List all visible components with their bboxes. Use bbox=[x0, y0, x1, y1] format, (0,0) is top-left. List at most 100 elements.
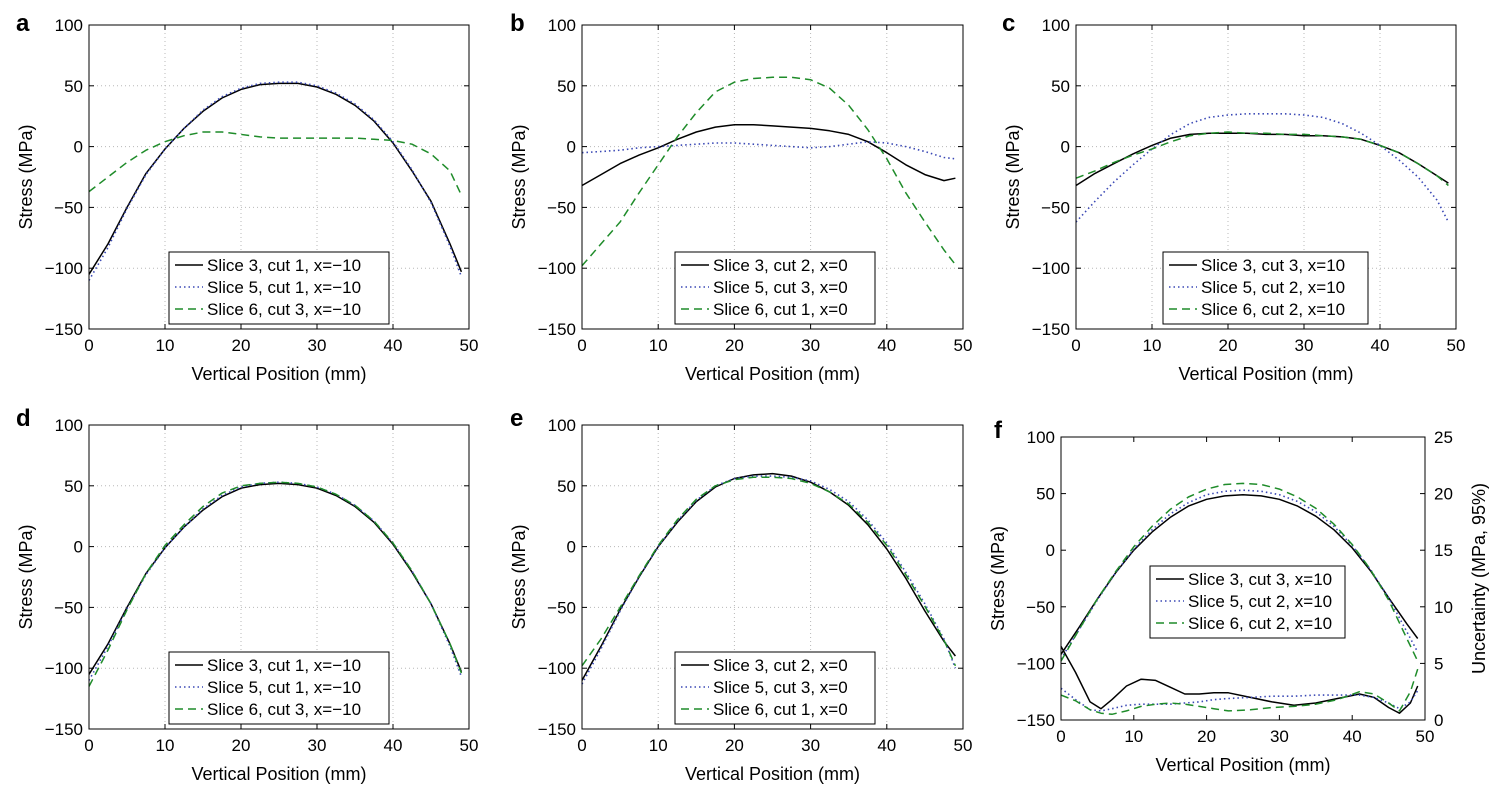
gridlines bbox=[1076, 25, 1456, 329]
legend-label: Slice 5, cut 2, x=10 bbox=[1201, 278, 1345, 297]
x-tick-label: 10 bbox=[156, 736, 175, 755]
legend: Slice 3, cut 3, x=10 Slice 5, cut 2, x=10… bbox=[1149, 565, 1346, 639]
legend: Slice 3, cut 3, x=10 Slice 5, cut 2, x=10… bbox=[1162, 251, 1369, 325]
x-tick-label: 20 bbox=[725, 736, 744, 755]
y-axis-label: Stress (MPa) bbox=[1003, 124, 1023, 229]
x-tick-label: 30 bbox=[1270, 727, 1289, 746]
legend-label: Slice 6, cut 1, x=0 bbox=[713, 300, 848, 319]
gridlines bbox=[89, 25, 469, 329]
y-axis-label: Stress (MPa) bbox=[16, 124, 36, 229]
series-line-c-3 bbox=[1075, 131, 1449, 187]
chart-panel-d: 0 10 20 30 40 50 −150 −100 −50 0 50 100 Vertical Pos… bbox=[16, 405, 478, 784]
y-tick-label: −150 bbox=[538, 720, 576, 739]
legend-box bbox=[674, 651, 876, 725]
x-tick-label: 10 bbox=[156, 336, 175, 355]
x-tick-label: 10 bbox=[1124, 727, 1143, 746]
chart-panel-a: 0 10 20 30 40 50 −150 −100 −50 0 50 100 Vertical Pos… bbox=[16, 10, 478, 384]
y-right-tick-label: 5 bbox=[1434, 654, 1443, 673]
legend: Slice 3, cut 2, x=0 Slice 5, cut 3, x=0 Sl… bbox=[674, 251, 876, 325]
x-axis-label: Vertical Position (mm) bbox=[685, 364, 860, 384]
y-tick-label: −50 bbox=[1026, 598, 1055, 617]
x-axis-label: Vertical Position (mm) bbox=[1155, 755, 1330, 775]
gridlines bbox=[89, 425, 469, 729]
series-line-b-1 bbox=[581, 123, 956, 187]
legend-label: Slice 6, cut 2, x=10 bbox=[1201, 300, 1345, 319]
axes-frame bbox=[88, 424, 470, 730]
gridlines bbox=[582, 25, 963, 329]
y-right-tick-label: 20 bbox=[1434, 485, 1453, 504]
y-right-tick-label: 15 bbox=[1434, 541, 1453, 560]
y-tick-label: −150 bbox=[45, 720, 83, 739]
x-tick-label: 10 bbox=[1143, 336, 1162, 355]
x-tick-label: 30 bbox=[308, 336, 327, 355]
x-tick-label: 50 bbox=[1447, 336, 1466, 355]
legend-label: Slice 3, cut 3, x=10 bbox=[1188, 570, 1332, 589]
x-tick-label: 0 bbox=[577, 336, 586, 355]
legend: Slice 3, cut 1, x=−10 Slice 5, cut 1, x=−… bbox=[168, 251, 390, 325]
y-axis-label: Stress (MPa) bbox=[509, 124, 529, 229]
y-axis-label: Stress (MPa) bbox=[509, 524, 529, 629]
legend: Slice 3, cut 1, x=−10 Slice 5, cut 1, x=−… bbox=[168, 651, 390, 725]
x-tick-label: 50 bbox=[954, 336, 973, 355]
x-tick-label: 30 bbox=[1295, 336, 1314, 355]
chart-panel-f: 0 10 20 30 40 50−150−100−500501000510152025Ve… bbox=[988, 417, 1489, 775]
x-tick-label: 40 bbox=[384, 736, 403, 755]
y-tick-label: 0 bbox=[1061, 138, 1070, 157]
panel-letter: a bbox=[16, 10, 30, 37]
x-axis-label: Vertical Position (mm) bbox=[191, 364, 366, 384]
y-right-tick-label: 0 bbox=[1434, 711, 1443, 730]
y-tick-label: 0 bbox=[567, 138, 576, 157]
x-tick-label: 40 bbox=[877, 736, 896, 755]
x-tick-label: 30 bbox=[308, 736, 327, 755]
panel-letter: b bbox=[510, 10, 525, 37]
y-tick-label: −100 bbox=[538, 259, 576, 278]
x-tick-label: 0 bbox=[577, 736, 586, 755]
axes-frame bbox=[581, 424, 964, 730]
chart-panel-e: 0 10 20 30 40 50 −150 −100 −50 0 50 100 Vertical Pos… bbox=[509, 405, 972, 784]
legend-label: Slice 6, cut 1, x=0 bbox=[713, 700, 848, 719]
y-tick-label: 50 bbox=[1051, 77, 1070, 96]
legend-label: Slice 5, cut 3, x=0 bbox=[713, 278, 848, 297]
y-tick-label: 100 bbox=[1042, 16, 1070, 35]
y-tick-label: −50 bbox=[547, 198, 576, 217]
axes-frame bbox=[1075, 24, 1457, 330]
x-tick-label: 20 bbox=[1197, 727, 1216, 746]
y-tick-label: −50 bbox=[547, 598, 576, 617]
y-tick-label: 50 bbox=[64, 77, 83, 96]
legend-box bbox=[1162, 251, 1369, 325]
y-tick-label: 100 bbox=[548, 16, 576, 35]
y-tick-label: −100 bbox=[1017, 654, 1055, 673]
y-tick-label: −150 bbox=[1017, 711, 1055, 730]
legend-label: Slice 3, cut 1, x=−10 bbox=[207, 656, 361, 675]
y-right-tick-label: 10 bbox=[1434, 598, 1453, 617]
y-axis-label: Stress (MPa) bbox=[988, 526, 1008, 631]
x-tick-label: 40 bbox=[384, 336, 403, 355]
x-tick-label: 20 bbox=[232, 736, 251, 755]
legend-label: Slice 5, cut 3, x=0 bbox=[713, 678, 848, 697]
y-tick-label: 100 bbox=[55, 416, 83, 435]
y-tick-label: −50 bbox=[1041, 198, 1070, 217]
x-tick-label: 50 bbox=[1416, 727, 1435, 746]
legend-label: Slice 3, cut 3, x=10 bbox=[1201, 256, 1345, 275]
axes-frame bbox=[581, 24, 964, 330]
series-line-c-2 bbox=[1075, 113, 1450, 223]
y-axis-right-label: Uncertainty (MPa, 95%) bbox=[1469, 483, 1489, 674]
x-tick-label: 0 bbox=[84, 736, 93, 755]
y-tick-label: 100 bbox=[1027, 428, 1055, 447]
x-tick-label: 20 bbox=[1219, 336, 1238, 355]
x-tick-label: 50 bbox=[954, 736, 973, 755]
panel-letter: e bbox=[510, 405, 523, 432]
legend-label: Slice 6, cut 3, x=−10 bbox=[207, 300, 361, 319]
series-line-b-2 bbox=[581, 140, 956, 160]
chart-panel-b: 0 10 20 30 40 50 −150 −100 −50 0 50 100 Vertical Pos… bbox=[509, 10, 972, 384]
y-axis-label: Stress (MPa) bbox=[16, 524, 36, 629]
x-tick-label: 0 bbox=[84, 336, 93, 355]
axes-frame bbox=[1060, 436, 1426, 721]
y-tick-label: 50 bbox=[64, 477, 83, 496]
y-tick-label: 100 bbox=[55, 16, 83, 35]
x-tick-label: 20 bbox=[725, 336, 744, 355]
y-tick-label: 0 bbox=[74, 538, 83, 557]
series-line-f-1 bbox=[1060, 493, 1419, 655]
x-tick-label: 30 bbox=[801, 336, 820, 355]
